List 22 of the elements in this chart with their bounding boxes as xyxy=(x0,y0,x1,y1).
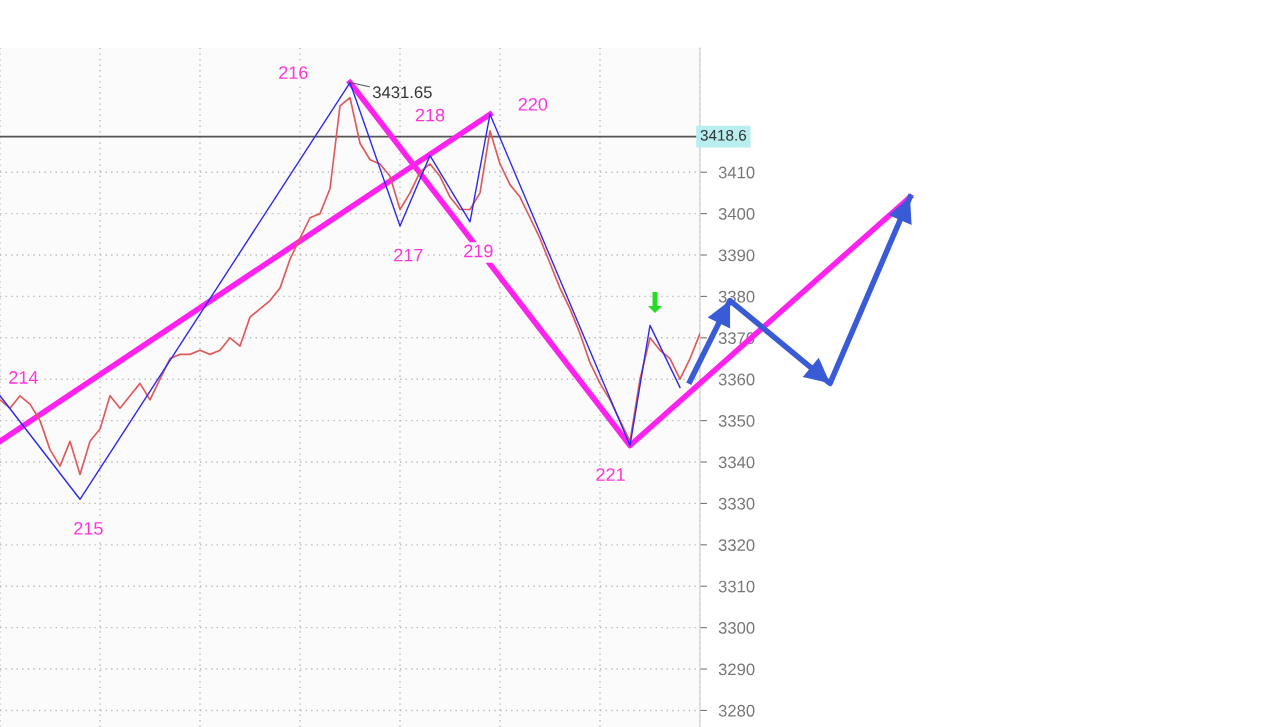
y-tick-label: 3400 xyxy=(718,208,755,220)
annotation: 218 xyxy=(415,108,445,122)
annotation: 221 xyxy=(596,468,625,481)
y-tick-label: 3360 xyxy=(718,373,755,386)
annotation: 219 xyxy=(464,244,493,258)
annotation: 214 xyxy=(9,371,38,384)
annotation: 216 xyxy=(279,66,308,79)
annotation: 215 xyxy=(74,521,103,535)
y-tick-label: 3290 xyxy=(718,663,755,676)
y-tick-label: 3350 xyxy=(718,415,755,427)
annotation: 217 xyxy=(394,248,423,262)
y-tick-label: 3300 xyxy=(718,622,755,634)
y-tick-label: 3320 xyxy=(718,539,755,552)
y-tick-label: 3280 xyxy=(718,704,755,717)
y-tick-label: 3330 xyxy=(718,497,755,510)
annotation: 3431.65 xyxy=(372,86,432,99)
y-tick-label: 3390 xyxy=(718,249,755,262)
annotation: 220 xyxy=(518,97,548,111)
y-tick-label: 3310 xyxy=(718,580,755,593)
ref-line-label: 3418.6 xyxy=(700,129,747,141)
y-tick-label: 3340 xyxy=(718,456,755,469)
y-tick-label: 3410 xyxy=(718,166,755,179)
